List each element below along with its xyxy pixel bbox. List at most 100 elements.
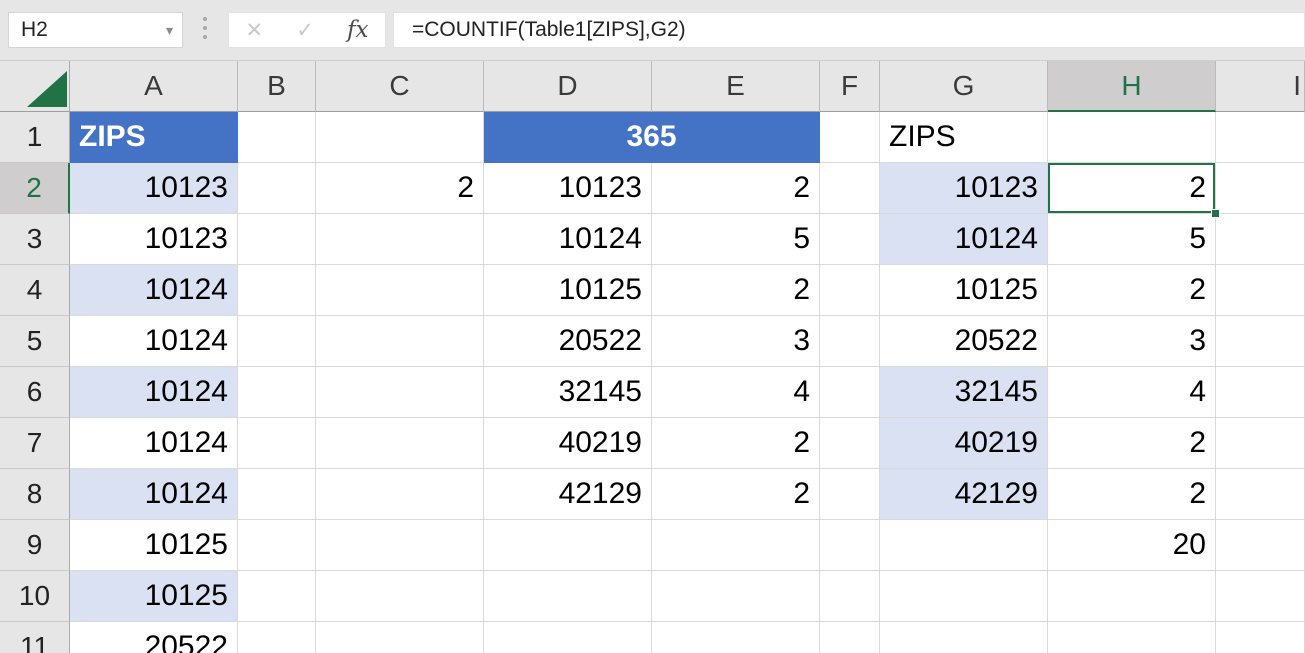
cell-A6[interactable]: 10124 [70, 367, 238, 418]
cell-C1[interactable] [316, 112, 484, 163]
cell-G4[interactable]: 10125 [880, 265, 1048, 316]
cell-C2[interactable]: 2 [316, 163, 484, 214]
cell-E8[interactable]: 2 [652, 469, 820, 520]
column-header-G[interactable]: G [880, 61, 1048, 112]
cell-B1[interactable] [238, 112, 316, 163]
cell-E6[interactable]: 4 [652, 367, 820, 418]
cell-D2[interactable]: 10123 [484, 163, 652, 214]
cell-C4[interactable] [316, 265, 484, 316]
cell-D8[interactable]: 42129 [484, 469, 652, 520]
cell-F8[interactable] [820, 469, 880, 520]
cell-H5[interactable]: 3 [1048, 316, 1216, 367]
cell-G3[interactable]: 10124 [880, 214, 1048, 265]
column-header-H[interactable]: H [1048, 61, 1216, 112]
row-header-11[interactable]: 11 [0, 622, 70, 653]
cell-B6[interactable] [238, 367, 316, 418]
cell-G8[interactable]: 42129 [880, 469, 1048, 520]
cell-E10[interactable] [652, 571, 820, 622]
cell-I9[interactable] [1216, 520, 1305, 571]
row-header-3[interactable]: 3 [0, 214, 70, 265]
column-header-I[interactable]: I [1216, 61, 1305, 112]
cell-E11[interactable] [652, 622, 820, 653]
cell-H3[interactable]: 5 [1048, 214, 1216, 265]
fill-handle[interactable] [1211, 209, 1220, 218]
name-box-dropdown-icon[interactable]: ▾ [165, 21, 173, 38]
cell-I4[interactable] [1216, 265, 1305, 316]
cell-G9[interactable] [880, 520, 1048, 571]
row-header-6[interactable]: 6 [0, 367, 70, 418]
cell-H2[interactable]: 2 [1048, 163, 1216, 214]
cell-C7[interactable] [316, 418, 484, 469]
row-header-4[interactable]: 4 [0, 265, 70, 316]
cell-D3[interactable]: 10124 [484, 214, 652, 265]
cell-F6[interactable] [820, 367, 880, 418]
cell-G11[interactable] [880, 622, 1048, 653]
cell-A3[interactable]: 10123 [70, 214, 238, 265]
cell-A5[interactable]: 10124 [70, 316, 238, 367]
cell-G1[interactable]: ZIPS [880, 112, 1048, 163]
row-header-2[interactable]: 2 [0, 163, 70, 214]
cell-A1[interactable]: ZIPS [70, 112, 238, 163]
column-header-F[interactable]: F [820, 61, 880, 112]
cell-F5[interactable] [820, 316, 880, 367]
cell-I3[interactable] [1216, 214, 1305, 265]
cell-E3[interactable]: 5 [652, 214, 820, 265]
cell-I8[interactable] [1216, 469, 1305, 520]
cell-F4[interactable] [820, 265, 880, 316]
cell-F7[interactable] [820, 418, 880, 469]
cell-A11[interactable]: 20522 [70, 622, 238, 653]
cancel-icon[interactable]: ✕ [245, 18, 264, 42]
cell-F2[interactable] [820, 163, 880, 214]
cell-D6[interactable]: 32145 [484, 367, 652, 418]
cell-H6[interactable]: 4 [1048, 367, 1216, 418]
cell-A4[interactable]: 10124 [70, 265, 238, 316]
cell-B7[interactable] [238, 418, 316, 469]
cell-E7[interactable]: 2 [652, 418, 820, 469]
name-box[interactable]: H2 ▾ [8, 12, 183, 48]
cell-C6[interactable] [316, 367, 484, 418]
cell-I1[interactable] [1216, 112, 1305, 163]
cell-H7[interactable]: 2 [1048, 418, 1216, 469]
cell-G7[interactable]: 40219 [880, 418, 1048, 469]
cell-E2[interactable]: 2 [652, 163, 820, 214]
cell-G10[interactable] [880, 571, 1048, 622]
cell-C9[interactable] [316, 520, 484, 571]
cell-C5[interactable] [316, 316, 484, 367]
cell-E5[interactable]: 3 [652, 316, 820, 367]
column-header-E[interactable]: E [652, 61, 820, 112]
cell-H1[interactable] [1048, 112, 1216, 163]
column-header-A[interactable]: A [70, 61, 238, 112]
row-header-9[interactable]: 9 [0, 520, 70, 571]
cell-D4[interactable]: 10125 [484, 265, 652, 316]
cell-I5[interactable] [1216, 316, 1305, 367]
cell-B5[interactable] [238, 316, 316, 367]
cell-B11[interactable] [238, 622, 316, 653]
cell-F11[interactable] [820, 622, 880, 653]
cell-B2[interactable] [238, 163, 316, 214]
cell-F9[interactable] [820, 520, 880, 571]
cell-I10[interactable] [1216, 571, 1305, 622]
cell-C11[interactable] [316, 622, 484, 653]
cell-E9[interactable] [652, 520, 820, 571]
cell-D5[interactable]: 20522 [484, 316, 652, 367]
row-header-10[interactable]: 10 [0, 571, 70, 622]
cell-H9[interactable]: 20 [1048, 520, 1216, 571]
cell-A2[interactable]: 10123 [70, 163, 238, 214]
cell-C8[interactable] [316, 469, 484, 520]
formula-input[interactable]: =COUNTIF(Table1[ZIPS],G2) [393, 12, 1305, 48]
cell-A10[interactable]: 10125 [70, 571, 238, 622]
cell-H11[interactable] [1048, 622, 1216, 653]
cell-A8[interactable]: 10124 [70, 469, 238, 520]
cell-I2[interactable] [1216, 163, 1305, 214]
cell-F1[interactable] [820, 112, 880, 163]
column-header-C[interactable]: C [316, 61, 484, 112]
cell-D1[interactable]: 365 [484, 112, 820, 163]
insert-function-icon[interactable]: fx [346, 16, 369, 43]
column-header-B[interactable]: B [238, 61, 316, 112]
cell-I6[interactable] [1216, 367, 1305, 418]
cell-D7[interactable]: 40219 [484, 418, 652, 469]
formula-bar-resize-handle[interactable] [203, 17, 207, 39]
cell-F10[interactable] [820, 571, 880, 622]
enter-icon[interactable]: ✓ [296, 18, 314, 42]
cell-D10[interactable] [484, 571, 652, 622]
